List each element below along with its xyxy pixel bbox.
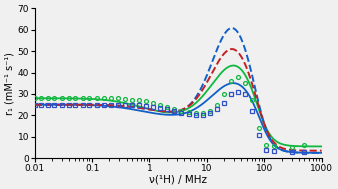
- Y-axis label: r₁ (mM⁻¹ s⁻¹): r₁ (mM⁻¹ s⁻¹): [5, 52, 15, 115]
- X-axis label: ν(¹H) / MHz: ν(¹H) / MHz: [149, 174, 207, 184]
